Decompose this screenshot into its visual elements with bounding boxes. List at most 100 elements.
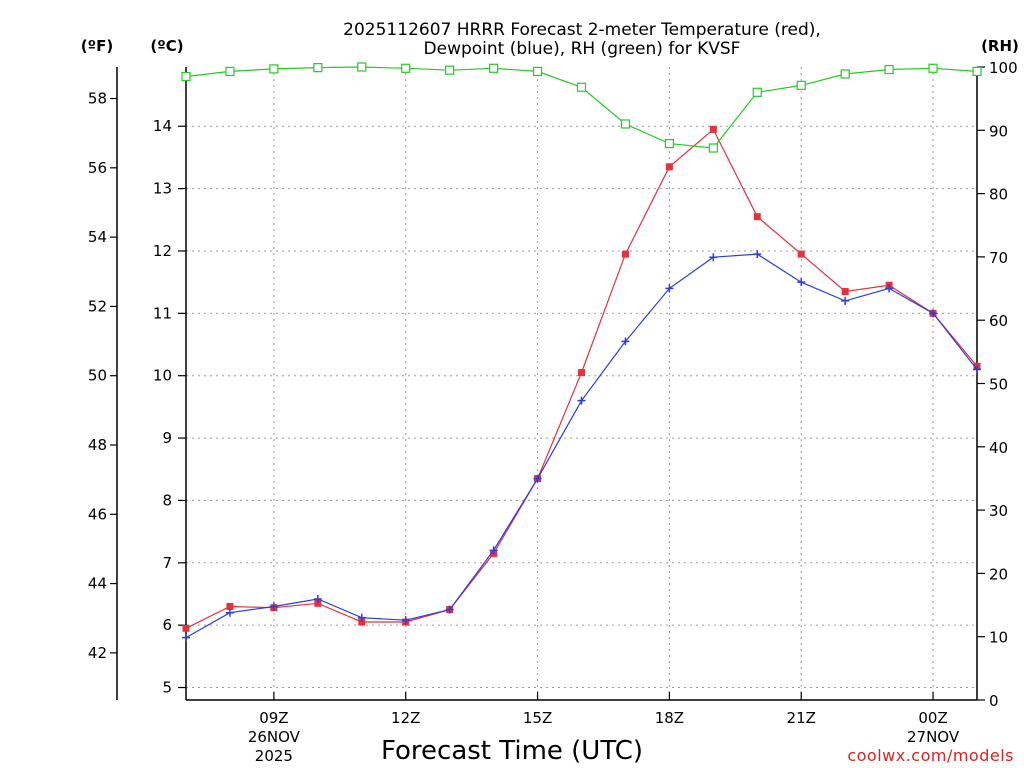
x-tick-label: 12Z bbox=[391, 709, 420, 727]
x-tick-label: 21Z bbox=[787, 709, 816, 727]
credit-text: coolwx.com/models bbox=[847, 746, 1014, 765]
rh-point bbox=[532, 66, 543, 77]
dewpoint-point bbox=[313, 594, 322, 603]
dewpoint-point bbox=[357, 613, 366, 622]
dewpoint-point bbox=[489, 546, 498, 555]
rh-point bbox=[664, 138, 674, 149]
rh-point bbox=[752, 87, 762, 97]
dewpoint-point bbox=[577, 396, 586, 405]
x-axis-label: Forecast Time (UTC) bbox=[381, 736, 643, 766]
dewpoint-point bbox=[621, 337, 630, 346]
dewpoint-point bbox=[533, 474, 542, 483]
temperature-point bbox=[621, 250, 629, 258]
fahrenheit-tick-label: 46 bbox=[88, 505, 107, 523]
fahrenheit-tick-label: 52 bbox=[88, 297, 107, 315]
dewpoint-point bbox=[753, 250, 762, 259]
x-tick-label: 00Z bbox=[918, 709, 947, 727]
chart-title-line-1: 2025112607 HRRR Forecast 2-meter Tempera… bbox=[343, 20, 821, 40]
rh-point bbox=[401, 63, 411, 73]
fahrenheit-tick-label: 44 bbox=[88, 575, 107, 593]
temperature-point bbox=[358, 618, 366, 626]
rh-tick-label: 60 bbox=[989, 312, 1008, 330]
celsius-tick-label: 14 bbox=[153, 117, 172, 135]
celsius-tick-label: 11 bbox=[153, 304, 172, 322]
rh-point bbox=[840, 69, 850, 79]
temperature-point bbox=[753, 213, 761, 221]
x-tick-year-label: 2025 bbox=[255, 747, 293, 765]
x-tick-label: 18Z bbox=[655, 709, 684, 727]
celsius-tick-label: 6 bbox=[162, 616, 172, 634]
dewpoint-point bbox=[841, 296, 850, 305]
rh-tick-label: 80 bbox=[989, 186, 1008, 204]
chart-title-line-2: Dewpoint (blue), RH (green) for KVSF bbox=[424, 39, 741, 59]
axes bbox=[110, 66, 985, 701]
rh-series-line bbox=[185, 66, 978, 149]
rh-tick-label: 0 bbox=[989, 692, 999, 710]
temperature-point bbox=[226, 602, 234, 610]
dewpoint-point bbox=[929, 309, 938, 318]
dewpoint-point bbox=[445, 605, 454, 614]
x-tick-date-label: 27NOV bbox=[907, 728, 960, 746]
tick-labels: 5678910111213144244464850525456580102030… bbox=[88, 59, 1018, 765]
rh-point bbox=[313, 63, 323, 73]
rh-point bbox=[620, 119, 631, 129]
x-tick-label: 15Z bbox=[523, 709, 552, 727]
dewpoint-point bbox=[709, 253, 718, 262]
dewpoint-point bbox=[665, 284, 674, 293]
celsius-tick-label: 7 bbox=[162, 554, 172, 572]
celsius-unit-label: (ºC) bbox=[150, 37, 183, 55]
dewpoint-series-line bbox=[185, 253, 978, 639]
rh-point bbox=[357, 62, 367, 72]
rh-point bbox=[445, 65, 455, 75]
celsius-tick-label: 12 bbox=[153, 242, 172, 260]
dewpoint-point bbox=[885, 284, 894, 293]
rh-point bbox=[708, 143, 718, 153]
rh-tick-label: 10 bbox=[989, 629, 1008, 647]
rh-tick-label: 50 bbox=[989, 376, 1008, 394]
celsius-tick-label: 10 bbox=[153, 367, 172, 385]
celsius-tick-label: 9 bbox=[162, 429, 172, 447]
fahrenheit-tick-label: 50 bbox=[88, 367, 107, 385]
rh-tick-label: 30 bbox=[989, 502, 1008, 520]
rh-point bbox=[884, 64, 894, 75]
rh-point bbox=[269, 64, 279, 74]
temperature-point bbox=[314, 599, 322, 607]
temperature-point bbox=[182, 624, 190, 632]
series-layer bbox=[181, 62, 982, 642]
fahrenheit-tick-label: 42 bbox=[88, 644, 107, 662]
rh-point bbox=[225, 66, 235, 77]
x-tick-label: 09Z bbox=[259, 709, 288, 727]
rh-tick-label: 70 bbox=[989, 249, 1008, 267]
rh-point bbox=[972, 66, 982, 77]
dewpoint-point bbox=[269, 602, 278, 611]
x-tick-date-label: 26NOV bbox=[248, 728, 301, 746]
celsius-tick-label: 5 bbox=[162, 679, 172, 697]
fahrenheit-tick-label: 58 bbox=[88, 90, 107, 108]
temperature-point bbox=[797, 250, 805, 258]
celsius-tick-label: 13 bbox=[153, 180, 172, 198]
rh-tick-label: 40 bbox=[989, 439, 1008, 457]
temperature-point bbox=[709, 125, 717, 133]
rh-tick-label: 20 bbox=[989, 565, 1008, 583]
fahrenheit-tick-label: 48 bbox=[88, 436, 107, 454]
rh-point bbox=[796, 80, 806, 90]
rh-unit-label: (RH) bbox=[981, 37, 1019, 55]
fahrenheit-unit-label: (ºF) bbox=[81, 37, 113, 55]
dewpoint-point bbox=[797, 278, 806, 287]
rh-point bbox=[181, 71, 191, 82]
rh-tick-label: 100 bbox=[989, 59, 1018, 77]
dewpoint-point bbox=[401, 616, 410, 625]
rh-tick-label: 90 bbox=[989, 122, 1008, 140]
fahrenheit-tick-label: 56 bbox=[88, 159, 107, 177]
temperature-point bbox=[665, 163, 673, 171]
rh-point bbox=[489, 63, 499, 73]
dewpoint-point bbox=[225, 608, 234, 617]
temperature-point bbox=[578, 369, 585, 377]
dewpoint-point bbox=[182, 633, 190, 642]
temperature-point bbox=[841, 288, 849, 296]
temperature-series-line bbox=[185, 128, 978, 629]
rh-point bbox=[928, 63, 938, 73]
celsius-tick-label: 8 bbox=[162, 491, 172, 509]
fahrenheit-tick-label: 54 bbox=[88, 228, 107, 246]
